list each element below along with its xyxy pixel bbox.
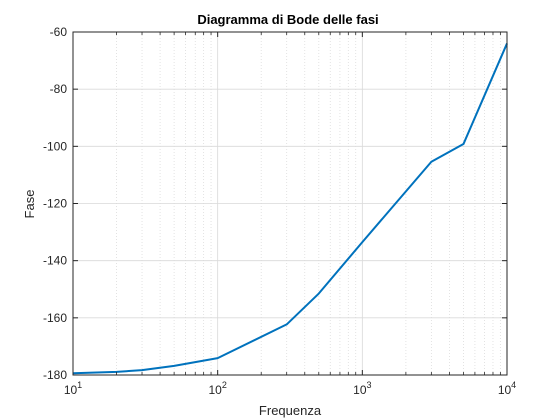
x-tick-label: 103 (353, 380, 371, 397)
y-tick-label: -180 (43, 368, 67, 382)
x-tick-label: 101 (64, 380, 82, 397)
y-tick-label: -120 (43, 197, 67, 211)
phase-line (72, 43, 508, 375)
x-tick-labels: 101 102 103 104 (64, 380, 516, 397)
y-tick-label: -100 (43, 139, 67, 153)
y-tick-label: -60 (50, 25, 68, 39)
grid (72, 31, 508, 376)
x-axis-label: Frequenza (259, 403, 322, 418)
chart-title: Diagramma di Bode delle fasi (197, 12, 378, 27)
y-tick-label: -140 (43, 254, 67, 268)
y-axis-label: Fase (22, 190, 37, 219)
y-tick-label: -80 (50, 82, 68, 96)
data-series (72, 43, 508, 375)
x-tick-label: 102 (208, 380, 226, 397)
x-tick-label: 104 (498, 380, 516, 397)
y-tick-labels: -60 -80 -100 -120 -140 -160 -180 (43, 25, 67, 382)
ticks (72, 31, 508, 376)
y-tick-label: -160 (43, 311, 67, 325)
